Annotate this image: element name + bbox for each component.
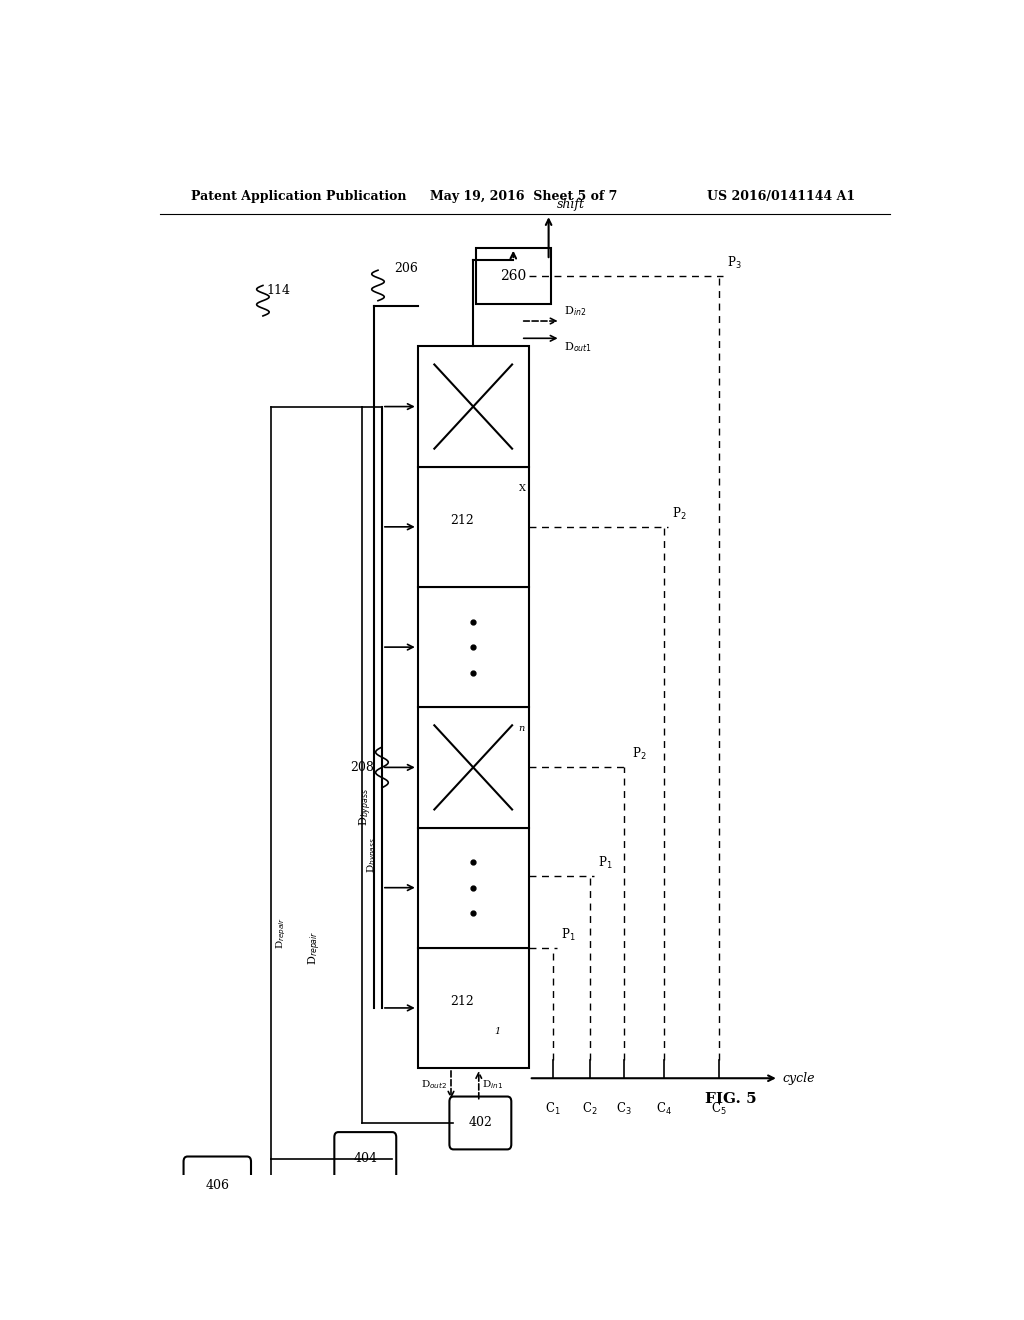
Text: D$_{out1}$: D$_{out1}$: [564, 341, 593, 354]
Bar: [418, 587, 528, 708]
Text: P$_2$: P$_2$: [672, 506, 686, 521]
Text: 406: 406: [205, 1180, 229, 1192]
Text: P$_1$: P$_1$: [598, 854, 612, 871]
Text: 212: 212: [451, 995, 474, 1008]
Text: 1: 1: [495, 1027, 501, 1036]
Text: n: n: [518, 725, 524, 734]
Text: Patent Application Publication: Patent Application Publication: [191, 190, 407, 202]
Text: C$_1$: C$_1$: [545, 1101, 560, 1117]
Text: D$_{in1}$: D$_{in1}$: [482, 1078, 503, 1092]
Text: P$_3$: P$_3$: [727, 255, 741, 271]
Text: US 2016/0141144 A1: US 2016/0141144 A1: [708, 190, 855, 202]
FancyBboxPatch shape: [450, 1097, 511, 1150]
Text: 208: 208: [350, 760, 374, 774]
Bar: [418, 467, 528, 587]
Text: FIG. 5: FIG. 5: [706, 1092, 757, 1106]
Text: C$_3$: C$_3$: [616, 1101, 632, 1117]
Text: D$_{out2}$: D$_{out2}$: [421, 1078, 447, 1092]
Bar: [418, 708, 528, 828]
Text: C$_4$: C$_4$: [655, 1101, 672, 1117]
Text: shift: shift: [557, 198, 585, 211]
FancyBboxPatch shape: [183, 1156, 251, 1216]
Text: 260: 260: [500, 269, 526, 282]
Text: D$_{repair}$: D$_{repair}$: [306, 931, 323, 965]
Text: 402: 402: [468, 1117, 493, 1130]
Text: P$_1$: P$_1$: [560, 927, 575, 942]
Text: 212: 212: [451, 515, 474, 527]
Text: X: X: [519, 484, 526, 492]
Text: D$_{bypass}$: D$_{bypass}$: [357, 788, 375, 826]
Bar: [418, 346, 528, 467]
FancyBboxPatch shape: [334, 1133, 396, 1185]
Text: C$_2$: C$_2$: [582, 1101, 598, 1117]
Bar: [418, 948, 528, 1068]
Text: D$_{bypass}$: D$_{bypass}$: [367, 837, 380, 873]
Bar: [418, 828, 528, 948]
Text: D$_{repair}$: D$_{repair}$: [274, 916, 288, 949]
Text: cycle: cycle: [782, 1072, 815, 1085]
Text: D$_{in2}$: D$_{in2}$: [564, 304, 587, 318]
Text: C$_5$: C$_5$: [712, 1101, 727, 1117]
Text: 114: 114: [267, 284, 291, 297]
Bar: [475, 248, 551, 304]
Text: 404: 404: [353, 1152, 377, 1166]
Text: 206: 206: [394, 263, 418, 276]
Text: May 19, 2016  Sheet 5 of 7: May 19, 2016 Sheet 5 of 7: [430, 190, 616, 202]
Text: P$_2$: P$_2$: [632, 746, 646, 763]
